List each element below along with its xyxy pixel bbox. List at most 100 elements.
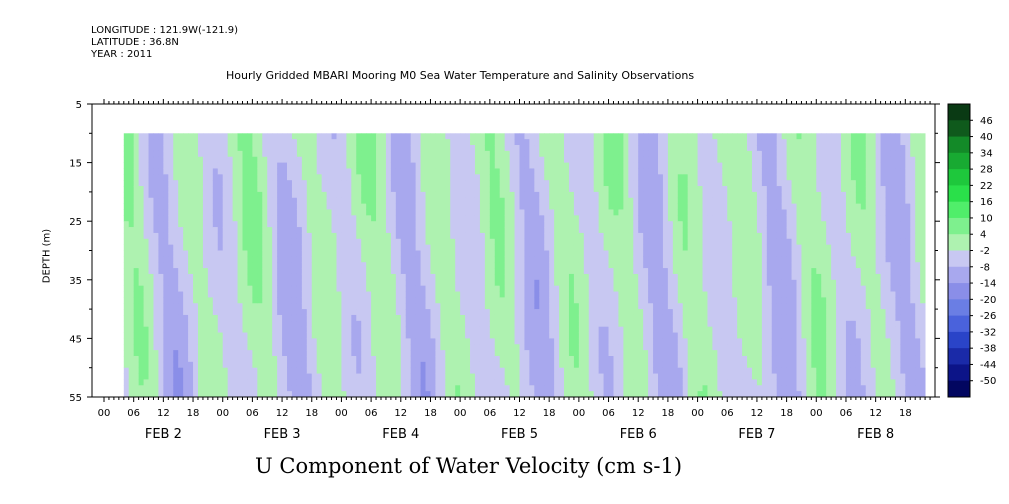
heatmap-cell bbox=[212, 285, 219, 292]
heatmap-cell bbox=[128, 156, 135, 163]
heatmap-cell bbox=[351, 262, 357, 269]
heatmap-cell bbox=[435, 186, 441, 193]
heatmap-cell bbox=[509, 162, 515, 169]
heatmap-cell bbox=[578, 227, 585, 234]
heatmap-cell bbox=[593, 262, 600, 269]
heatmap-cell bbox=[638, 338, 644, 345]
heatmap-cell bbox=[568, 191, 575, 199]
heatmap-cell bbox=[489, 221, 496, 228]
heatmap-cell bbox=[168, 385, 174, 392]
heatmap-cell bbox=[272, 373, 278, 380]
heatmap-cell bbox=[326, 232, 332, 240]
heatmap-cell bbox=[267, 326, 273, 333]
heatmap-cell bbox=[148, 297, 154, 304]
heatmap-cell bbox=[519, 297, 525, 304]
heatmap-cell bbox=[474, 268, 481, 275]
heatmap-cell bbox=[188, 385, 194, 392]
heatmap-cell bbox=[608, 361, 614, 369]
heatmap-cell bbox=[371, 174, 377, 181]
heatmap-cell bbox=[232, 232, 238, 240]
heatmap-cell bbox=[494, 232, 501, 240]
heatmap-cell bbox=[524, 232, 530, 240]
heatmap-cell bbox=[390, 238, 397, 246]
heatmap-cell bbox=[420, 244, 426, 251]
heatmap-cell bbox=[390, 180, 397, 187]
heatmap-cell bbox=[568, 373, 575, 380]
heatmap-cell bbox=[153, 338, 159, 345]
heatmap-cell bbox=[237, 139, 243, 146]
heatmap-cell bbox=[564, 355, 570, 363]
heatmap-cell bbox=[128, 174, 135, 181]
heatmap-cell bbox=[484, 320, 491, 328]
heatmap-cell bbox=[648, 256, 654, 263]
heatmap-cell bbox=[390, 203, 397, 210]
heatmap-cell bbox=[336, 232, 342, 240]
heatmap-cell bbox=[390, 338, 397, 345]
heatmap-cell bbox=[470, 256, 476, 263]
heatmap-cell bbox=[544, 279, 550, 287]
heatmap-cell bbox=[178, 367, 184, 374]
heatmap-cell bbox=[217, 162, 224, 169]
heatmap-cell bbox=[153, 285, 159, 292]
heatmap-cell bbox=[623, 279, 629, 287]
heatmap-cell bbox=[638, 391, 644, 398]
heatmap-cell bbox=[479, 244, 486, 251]
heatmap-cell bbox=[237, 279, 243, 287]
heatmap-cell bbox=[568, 268, 575, 275]
heatmap-cell bbox=[578, 174, 585, 181]
heatmap-cell bbox=[385, 227, 392, 234]
heatmap-cell bbox=[296, 180, 303, 187]
heatmap-cell bbox=[479, 168, 486, 175]
heatmap-cell bbox=[603, 156, 609, 163]
heatmap-cell bbox=[494, 215, 501, 222]
heatmap-cell bbox=[188, 203, 194, 210]
heatmap-cell bbox=[568, 314, 575, 322]
heatmap-cell bbox=[460, 238, 466, 246]
heatmap-cell bbox=[633, 391, 639, 398]
heatmap-cell bbox=[390, 244, 397, 251]
heatmap-cell bbox=[588, 291, 595, 298]
heatmap-cell bbox=[247, 133, 253, 140]
heatmap-cell bbox=[277, 379, 283, 386]
heatmap-cell bbox=[361, 291, 367, 298]
heatmap-cell bbox=[578, 297, 585, 304]
heatmap-cell bbox=[460, 203, 466, 210]
heatmap-cell bbox=[465, 250, 471, 257]
heatmap-cell bbox=[504, 355, 511, 363]
heatmap-cell bbox=[301, 373, 308, 380]
heatmap-cell bbox=[351, 238, 357, 246]
heatmap-cell bbox=[435, 174, 441, 181]
heatmap-cell bbox=[381, 209, 387, 216]
heatmap-cell bbox=[321, 303, 327, 310]
heatmap-cell bbox=[133, 285, 140, 292]
heatmap-cell bbox=[168, 168, 174, 175]
heatmap-cell bbox=[514, 232, 520, 240]
heatmap-cell bbox=[173, 273, 179, 281]
heatmap-cell bbox=[341, 232, 347, 240]
heatmap-cell bbox=[445, 355, 451, 363]
heatmap-cell bbox=[381, 221, 387, 228]
heatmap-cell bbox=[479, 250, 486, 257]
heatmap-cell bbox=[583, 338, 590, 345]
heatmap-cell bbox=[474, 221, 481, 228]
heatmap-cell bbox=[371, 139, 377, 146]
heatmap-cell bbox=[158, 379, 164, 386]
heatmap-cell bbox=[554, 332, 560, 339]
heatmap-cell bbox=[173, 232, 179, 240]
heatmap-cell bbox=[222, 145, 229, 152]
heatmap-cell bbox=[168, 232, 174, 240]
heatmap-cell bbox=[123, 180, 130, 187]
heatmap-cell bbox=[504, 279, 511, 287]
heatmap-cell bbox=[331, 203, 337, 210]
heatmap-cell bbox=[658, 197, 664, 205]
heatmap-cell bbox=[603, 326, 609, 333]
heatmap-cell bbox=[143, 303, 149, 310]
heatmap-cell bbox=[658, 273, 664, 281]
heatmap-cell bbox=[128, 350, 135, 357]
heatmap-cell bbox=[524, 150, 530, 158]
heatmap-cell bbox=[267, 162, 273, 169]
heatmap-cell bbox=[272, 332, 278, 339]
heatmap-cell bbox=[212, 145, 219, 152]
heatmap-cell bbox=[484, 250, 491, 257]
heatmap-cell bbox=[608, 326, 614, 333]
